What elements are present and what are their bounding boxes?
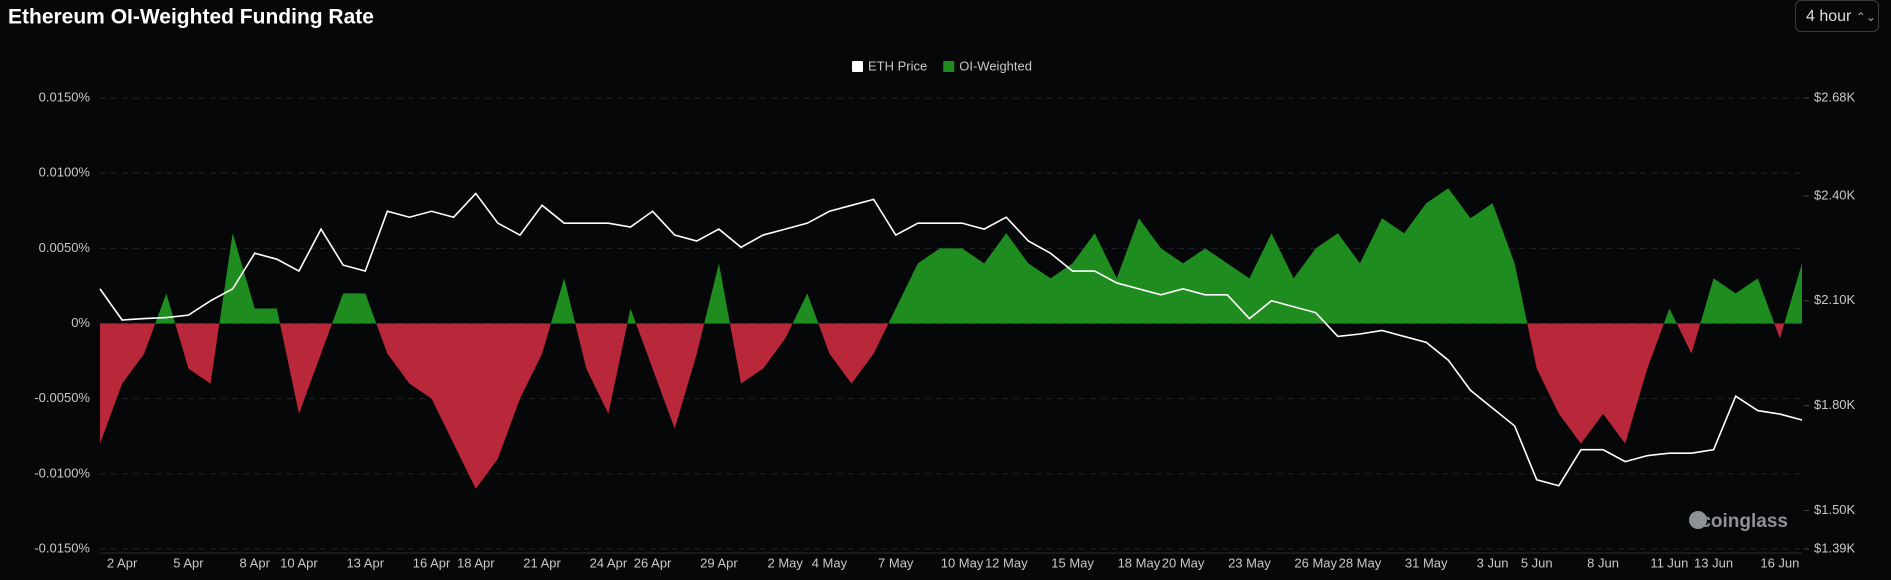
y2-tick-label: $1.80K xyxy=(1814,397,1856,412)
y-tick-label: 0.0150% xyxy=(39,89,91,104)
x-tick-label: 23 May xyxy=(1228,555,1271,570)
x-tick-label: 5 Jun xyxy=(1521,555,1553,570)
legend-item[interactable]: OI-Weighted xyxy=(943,58,1032,73)
y2-tick-label: $2.10K xyxy=(1814,292,1856,307)
x-tick-label: 13 Apr xyxy=(346,555,384,570)
watermark-logo xyxy=(1689,511,1707,529)
x-tick-label: 26 Apr xyxy=(634,555,672,570)
x-tick-label: 10 May xyxy=(941,555,984,570)
chart-title: Ethereum OI-Weighted Funding Rate xyxy=(8,6,374,29)
y-tick-label: -0.0100% xyxy=(34,465,90,480)
x-tick-label: 11 Jun xyxy=(1650,555,1688,570)
x-tick-label: 16 Jun xyxy=(1760,555,1799,570)
y-tick-label: 0.0050% xyxy=(39,240,91,255)
x-tick-label: 13 Jun xyxy=(1694,555,1733,570)
x-tick-label: 2 May xyxy=(768,555,804,570)
x-tick-label: 10 Apr xyxy=(280,555,318,570)
x-tick-label: 20 May xyxy=(1162,555,1205,570)
x-tick-label: 24 Apr xyxy=(590,555,628,570)
x-tick-label: 2 Apr xyxy=(107,555,138,570)
x-tick-label: 29 Apr xyxy=(700,555,738,570)
area-negative xyxy=(100,323,1802,489)
legend-label: ETH Price xyxy=(868,58,927,73)
x-tick-label: 7 May xyxy=(878,555,914,570)
x-tick-label: 15 May xyxy=(1051,555,1094,570)
chevron: ⌃⌄ xyxy=(1855,10,1876,24)
y2-tick-label: $2.40K xyxy=(1814,187,1856,202)
y-tick-label: 0.0100% xyxy=(39,165,91,180)
x-tick-label: 8 Jun xyxy=(1587,555,1619,570)
x-tick-label: 28 May xyxy=(1339,555,1382,570)
x-tick-label: 31 May xyxy=(1405,555,1448,570)
legend-label: OI-Weighted xyxy=(959,58,1032,73)
interval-select[interactable]: 4 hour ⌃⌄ xyxy=(1795,0,1879,32)
area-positive xyxy=(100,188,1802,324)
price-line xyxy=(99,192,1803,487)
x-tick-label: 5 Apr xyxy=(173,555,204,570)
watermark: coinglass xyxy=(1700,511,1788,532)
x-tick-label: 21 Apr xyxy=(523,555,561,570)
x-tick-label: 3 Jun xyxy=(1477,555,1509,570)
x-tick-label: 16 Apr xyxy=(413,555,451,570)
x-tick-label: 26 May xyxy=(1294,555,1337,570)
x-tick-label: 8 Apr xyxy=(240,555,271,570)
legend-item[interactable]: ETH Price xyxy=(852,58,927,73)
y-tick-label: -0.0050% xyxy=(34,390,90,405)
y2-tick-label: $2.68K xyxy=(1814,89,1856,104)
x-tick-label: 18 May xyxy=(1118,555,1161,570)
x-tick-label: 4 May xyxy=(812,555,848,570)
x-tick-label: 18 Apr xyxy=(457,555,495,570)
legend-swatch xyxy=(943,61,955,72)
y-tick-label: -0.0150% xyxy=(34,540,90,555)
legend-swatch xyxy=(852,61,863,72)
y-tick-label: 0% xyxy=(71,315,90,330)
interval-label: 4 hour xyxy=(1806,8,1852,25)
x-tick-label: 12 May xyxy=(985,555,1028,570)
y2-tick-label: $1.39K xyxy=(1814,540,1856,555)
y2-tick-label: $1.50K xyxy=(1814,502,1856,517)
